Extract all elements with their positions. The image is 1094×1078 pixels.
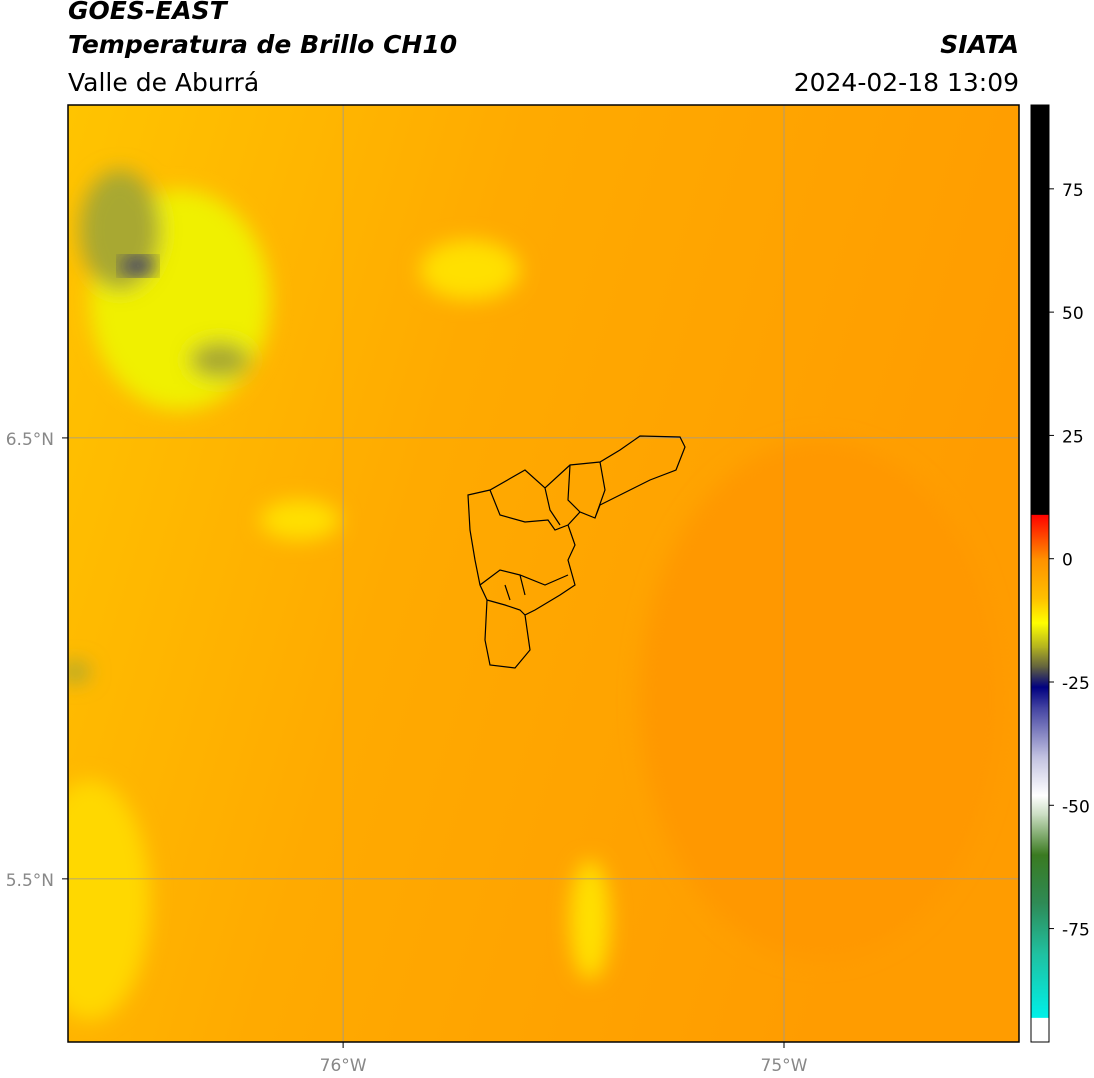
colorbar-tick-label: 0 (1062, 551, 1073, 571)
x-tick-label: 75°W (761, 1056, 808, 1076)
colorbar-segment (1031, 105, 1049, 515)
colorbar-tick-label: -25 (1062, 674, 1090, 694)
colorbar-segment (1031, 647, 1049, 668)
municipal-boundaries (467, 435, 686, 669)
map-frame (67, 104, 1020, 1043)
colorbar-segment (1031, 1017, 1049, 1043)
source: SIATA (940, 30, 1019, 59)
y-tick-label: 5.5°N (6, 871, 54, 891)
colorbar-tick-label: 25 (1062, 427, 1084, 447)
colorbar-segment (1031, 686, 1049, 708)
datetime: 2024-02-18 13:09 (794, 68, 1019, 97)
colorbar-segment (1031, 815, 1049, 856)
colorbar-segment (1031, 953, 1049, 1018)
title: GOES-EAST (68, 0, 229, 25)
colorbar-segment (1031, 558, 1049, 599)
colorbar-segment (1031, 755, 1049, 796)
region: Valle de Aburrá (68, 68, 259, 97)
graticule (68, 105, 1019, 1042)
colorbar-tick-label: -75 (1062, 921, 1090, 941)
colorbar-tick-label: 50 (1062, 304, 1084, 324)
colorbar-segment (1031, 706, 1049, 757)
temperature-field (68, 105, 1019, 1042)
colorbar-segment (1031, 854, 1049, 905)
colorbar-segment (1031, 903, 1049, 954)
colorbar-segment (1031, 795, 1049, 816)
x-tick-label: 76°W (320, 1056, 367, 1076)
y-tick-label: 6.5°N (6, 430, 54, 450)
colorbar-segment (1031, 622, 1049, 648)
colorbar-segment (1031, 667, 1049, 688)
colorbar-segment (1031, 598, 1049, 624)
colorbar-frame (1030, 104, 1050, 1043)
colorbar-segment (1031, 514, 1049, 540)
colorbar-tick-label: -50 (1062, 797, 1090, 817)
colorbar (1031, 105, 1049, 1043)
colorbar-segment (1031, 538, 1049, 560)
colorbar-tick-label: 75 (1062, 181, 1084, 201)
subtitle: Temperatura de Brillo CH10 (68, 30, 457, 59)
